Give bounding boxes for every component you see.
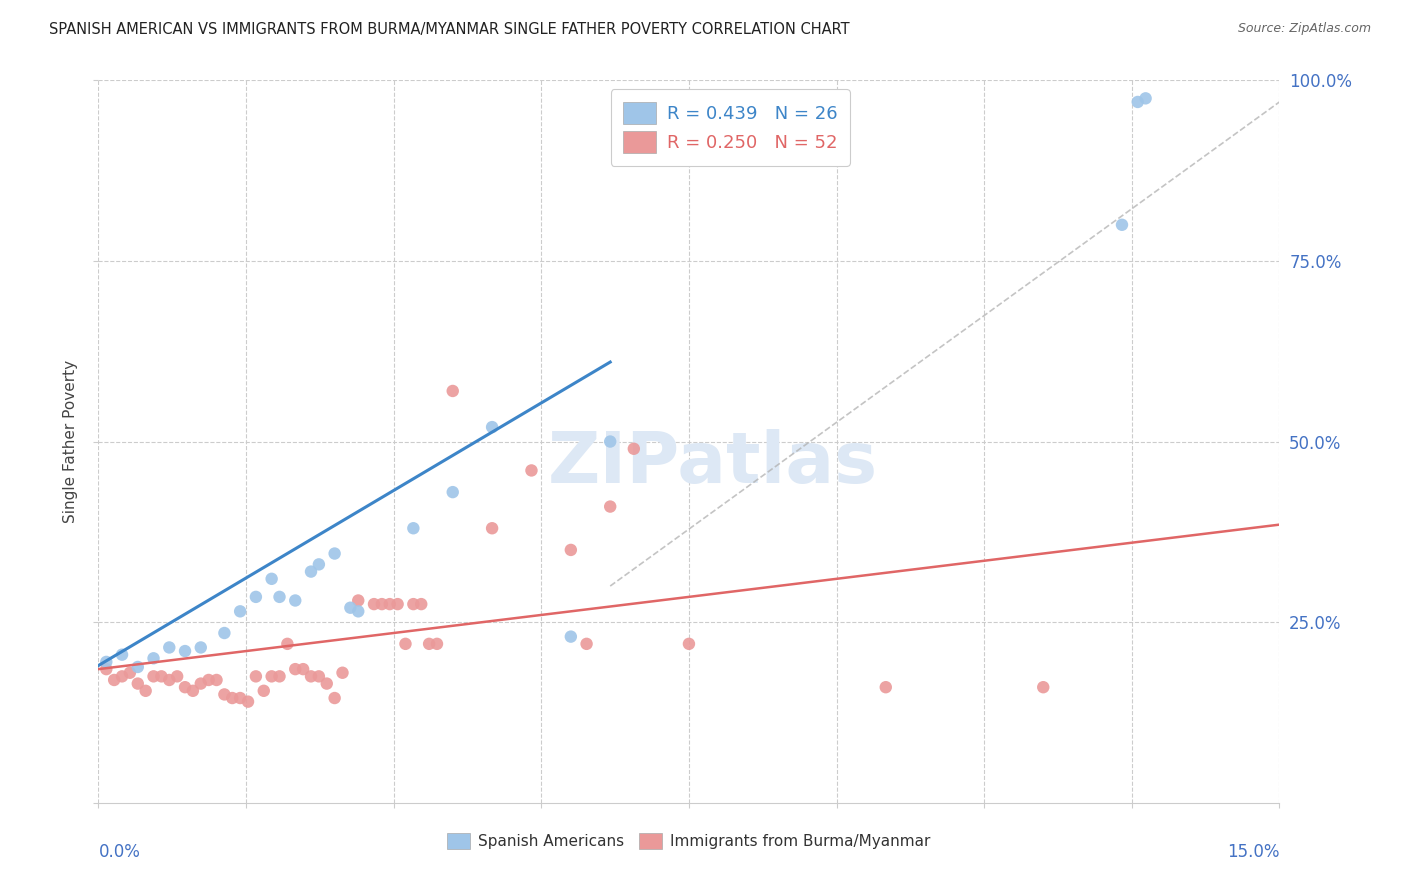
Point bbox=[276, 637, 298, 651]
Point bbox=[236, 695, 259, 709]
Point bbox=[166, 669, 188, 683]
Point bbox=[315, 676, 337, 690]
Point bbox=[308, 558, 330, 572]
Point bbox=[1032, 680, 1054, 694]
Point bbox=[142, 651, 165, 665]
Point bbox=[253, 683, 276, 698]
Point bbox=[363, 597, 385, 611]
Point bbox=[402, 521, 425, 535]
Point bbox=[371, 597, 394, 611]
Point bbox=[260, 669, 283, 683]
Point bbox=[205, 673, 228, 687]
Point bbox=[96, 662, 118, 676]
Point bbox=[197, 673, 219, 687]
Point bbox=[441, 384, 464, 398]
Point bbox=[426, 637, 449, 651]
Point bbox=[347, 593, 370, 607]
Point bbox=[387, 597, 409, 611]
Point bbox=[623, 442, 645, 456]
Point bbox=[245, 590, 267, 604]
Text: 0.0%: 0.0% bbox=[98, 843, 141, 861]
Point bbox=[111, 648, 134, 662]
Point bbox=[299, 669, 322, 683]
Text: SPANISH AMERICAN VS IMMIGRANTS FROM BURMA/MYANMAR SINGLE FATHER POVERTY CORRELAT: SPANISH AMERICAN VS IMMIGRANTS FROM BURM… bbox=[49, 22, 849, 37]
Legend: Spanish Americans, Immigrants from Burma/Myanmar: Spanish Americans, Immigrants from Burma… bbox=[440, 825, 938, 856]
Point bbox=[441, 485, 464, 500]
Point bbox=[520, 463, 543, 477]
Point bbox=[190, 640, 212, 655]
Point bbox=[678, 637, 700, 651]
Point bbox=[284, 593, 307, 607]
Y-axis label: Single Father Poverty: Single Father Poverty bbox=[63, 360, 77, 523]
Point bbox=[269, 590, 291, 604]
Point bbox=[1135, 91, 1157, 105]
Point bbox=[560, 542, 582, 557]
Point bbox=[157, 673, 180, 687]
Point bbox=[560, 630, 582, 644]
Point bbox=[323, 547, 346, 561]
Point bbox=[394, 637, 416, 651]
Text: 15.0%: 15.0% bbox=[1227, 843, 1279, 861]
Point bbox=[347, 604, 370, 618]
Point bbox=[150, 669, 173, 683]
Point bbox=[229, 604, 252, 618]
Point bbox=[481, 420, 503, 434]
Point bbox=[174, 680, 197, 694]
Point bbox=[214, 626, 236, 640]
Point bbox=[127, 676, 149, 690]
Point bbox=[284, 662, 307, 676]
Point bbox=[190, 676, 212, 690]
Point bbox=[299, 565, 322, 579]
Point bbox=[402, 597, 425, 611]
Point bbox=[174, 644, 197, 658]
Point bbox=[111, 669, 134, 683]
Point bbox=[127, 660, 149, 674]
Point bbox=[875, 680, 897, 694]
Point bbox=[118, 665, 141, 680]
Point bbox=[221, 691, 243, 706]
Point bbox=[181, 683, 204, 698]
Point bbox=[418, 637, 440, 651]
Point bbox=[332, 665, 354, 680]
Point bbox=[575, 637, 598, 651]
Point bbox=[339, 600, 361, 615]
Point bbox=[599, 500, 621, 514]
Point bbox=[157, 640, 180, 655]
Text: Source: ZipAtlas.com: Source: ZipAtlas.com bbox=[1237, 22, 1371, 36]
Point bbox=[96, 655, 118, 669]
Point bbox=[1126, 95, 1149, 109]
Text: ZIPatlas: ZIPatlas bbox=[547, 429, 877, 498]
Point bbox=[1111, 218, 1133, 232]
Point bbox=[323, 691, 346, 706]
Point bbox=[308, 669, 330, 683]
Point bbox=[214, 687, 236, 701]
Point bbox=[135, 683, 157, 698]
Point bbox=[103, 673, 125, 687]
Point bbox=[260, 572, 283, 586]
Point bbox=[292, 662, 315, 676]
Point bbox=[269, 669, 291, 683]
Point bbox=[481, 521, 503, 535]
Point bbox=[245, 669, 267, 683]
Point bbox=[599, 434, 621, 449]
Point bbox=[142, 669, 165, 683]
Point bbox=[378, 597, 401, 611]
Point bbox=[411, 597, 433, 611]
Point bbox=[229, 691, 252, 706]
